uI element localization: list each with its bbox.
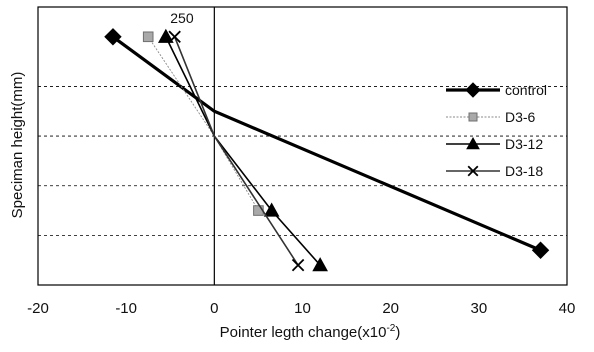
data-point-D3-18-0 (168, 30, 181, 44)
x-tick-label-0: -20 (27, 300, 49, 317)
x-tick-label-3: 10 (294, 300, 311, 317)
x-tick-label-5: 30 (470, 300, 487, 317)
x-tick-label-2: 0 (210, 300, 218, 317)
x-axis-title-superscript: -2 (386, 323, 395, 334)
legend-item-D3-18: D3-18 (446, 163, 543, 179)
legend-item-D3-6: D3-6 (446, 109, 536, 125)
series-control (104, 28, 550, 259)
x-tick-labels: -20 -10 0 10 20 30 40 (27, 300, 575, 317)
legend: control D3-6 D3-12 D3-18 (446, 82, 547, 179)
data-point-D3-12-0 (157, 28, 174, 43)
x-tick-label-4: 20 (382, 300, 399, 317)
legend-label-D3-18: D3-18 (505, 163, 543, 179)
x-axis-title-suffix: ) (395, 324, 400, 341)
legend-marker-D3-12 (466, 136, 480, 150)
legend-label-D3-12: D3-12 (505, 136, 543, 152)
x-axis-title-main: Pointer legth change(x10 (220, 324, 387, 341)
data-point-D3-18-2 (291, 258, 305, 272)
legend-item-D3-12: D3-12 (446, 136, 543, 152)
x-tick-label-6: 40 (559, 300, 576, 317)
data-point-control-0 (104, 28, 122, 46)
data-point-control-2 (531, 241, 550, 259)
legend-label-D3-6: D3-6 (505, 109, 536, 125)
series-D3-12 (157, 28, 328, 272)
series-D3-18 (168, 30, 305, 272)
plot-area-frame (37, 6, 568, 286)
y-axis-title: Speciman height(mm) (9, 72, 26, 219)
legend-marker-D3-18 (467, 165, 479, 177)
data-point-D3-12-2 (263, 202, 280, 217)
legend-marker-D3-6 (468, 112, 478, 122)
legend-marker-control (465, 82, 481, 98)
series-line-control (111, 35, 542, 252)
x-axis-title: Pointer legth change(x10-2) (220, 323, 401, 341)
legend-item-control: control (446, 82, 547, 98)
annotation-label: 250 (170, 10, 194, 26)
grid-lines (38, 7, 567, 285)
series-line-D3-12 (165, 36, 321, 266)
data-point-D3-12-3 (312, 257, 328, 272)
x-tick-label-1: -10 (115, 300, 137, 317)
data-point-D3-6-0 (142, 31, 154, 43)
legend-label-control: control (505, 82, 547, 98)
series-group (104, 28, 550, 272)
series-line-D3-18 (173, 36, 299, 266)
